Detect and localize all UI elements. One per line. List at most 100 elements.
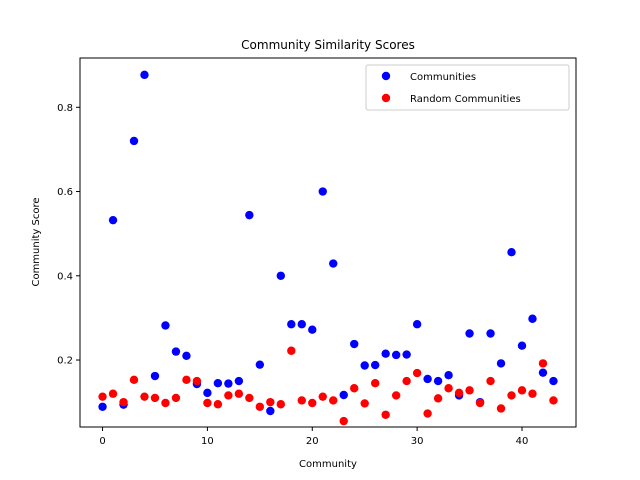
data-point	[203, 398, 212, 408]
data-point	[150, 393, 160, 403]
data-point	[381, 410, 390, 419]
y-tick-label: 0.6	[57, 187, 73, 198]
data-point	[245, 393, 254, 403]
data-point	[538, 368, 548, 377]
data-point	[245, 210, 254, 220]
x-axis-label: Community	[299, 459, 357, 470]
data-point	[308, 325, 317, 334]
data-point	[517, 341, 527, 350]
data-point	[234, 389, 244, 398]
data-point	[318, 187, 327, 196]
data-point	[161, 321, 170, 330]
data-point	[528, 314, 537, 323]
data-point	[98, 392, 107, 401]
data-point	[402, 350, 411, 359]
data-point	[423, 374, 432, 384]
data-point	[433, 376, 443, 386]
x-tick-label: 0	[99, 436, 105, 447]
data-point	[350, 384, 359, 393]
data-point	[297, 396, 306, 405]
data-point	[412, 320, 422, 329]
data-point	[496, 404, 506, 413]
data-point	[266, 397, 275, 407]
y-axis-ticks: 0.2 0.4 0.6 0.8	[57, 103, 80, 367]
data-point	[171, 393, 181, 403]
data-point	[517, 386, 527, 395]
data-point	[255, 360, 265, 369]
y-tick-label: 0.4	[57, 271, 73, 282]
plot-frame	[79, 57, 577, 428]
x-tick-label: 30	[411, 436, 424, 447]
plot-area	[79, 57, 577, 428]
data-point	[391, 350, 401, 360]
data-point	[203, 388, 212, 398]
data-point	[192, 376, 202, 386]
data-point	[98, 402, 107, 411]
x-tick-label: 40	[516, 436, 529, 447]
legend-label: Communities	[410, 72, 476, 83]
data-point	[213, 378, 223, 388]
data-point	[350, 339, 359, 349]
legend-marker	[381, 93, 391, 103]
data-point	[496, 359, 506, 368]
y-axis-label: Community Score	[31, 197, 42, 286]
data-point	[370, 360, 380, 370]
data-point	[287, 320, 296, 329]
data-point	[297, 320, 306, 329]
data-point	[213, 400, 223, 409]
data-point	[528, 389, 537, 398]
data-point	[549, 396, 558, 405]
x-tick-label: 10	[201, 436, 214, 447]
data-point	[507, 391, 516, 400]
data-point	[549, 376, 558, 386]
data-point	[391, 391, 401, 400]
x-axis-ticks: 0 10 20 30 40	[99, 427, 528, 447]
data-point	[140, 70, 149, 80]
chart-title: Community Similarity Scores	[241, 38, 415, 52]
data-point	[465, 386, 474, 395]
legend-box	[365, 64, 570, 111]
data-point	[454, 388, 464, 398]
data-point	[339, 416, 348, 426]
y-tick-label: 0.2	[57, 356, 73, 367]
legend-marker	[381, 71, 391, 81]
data-point	[276, 400, 286, 409]
data-point	[150, 371, 160, 381]
legend-label: Random Communities	[410, 94, 521, 105]
data-point	[318, 392, 327, 401]
data-point	[329, 396, 338, 405]
data-point	[129, 136, 139, 146]
data-point	[402, 376, 411, 386]
data-point	[224, 391, 233, 400]
data-point	[287, 346, 296, 355]
data-point	[465, 329, 474, 338]
data-point	[308, 398, 317, 408]
data-point	[423, 409, 432, 418]
data-point	[161, 398, 170, 408]
data-point	[276, 271, 286, 280]
data-point	[339, 390, 348, 400]
data-point	[433, 394, 443, 403]
data-point	[444, 370, 453, 380]
data-point	[129, 375, 139, 385]
data-point	[381, 349, 390, 358]
data-point	[444, 384, 453, 393]
data-point	[486, 329, 495, 338]
data-point	[119, 397, 128, 407]
data-point	[108, 389, 118, 398]
data-point	[475, 398, 485, 408]
y-tick-label: 0.8	[57, 103, 73, 114]
data-point	[486, 376, 495, 386]
data-point	[507, 247, 516, 257]
data-point	[182, 375, 191, 385]
data-point	[360, 399, 369, 408]
data-point	[234, 376, 244, 386]
data-point	[140, 392, 149, 401]
data-point	[255, 402, 265, 411]
data-point	[224, 379, 233, 388]
legend: Communities Random Communities	[365, 64, 570, 111]
x-tick-label: 20	[306, 436, 319, 447]
data-point	[182, 351, 191, 361]
data-point	[360, 361, 369, 370]
